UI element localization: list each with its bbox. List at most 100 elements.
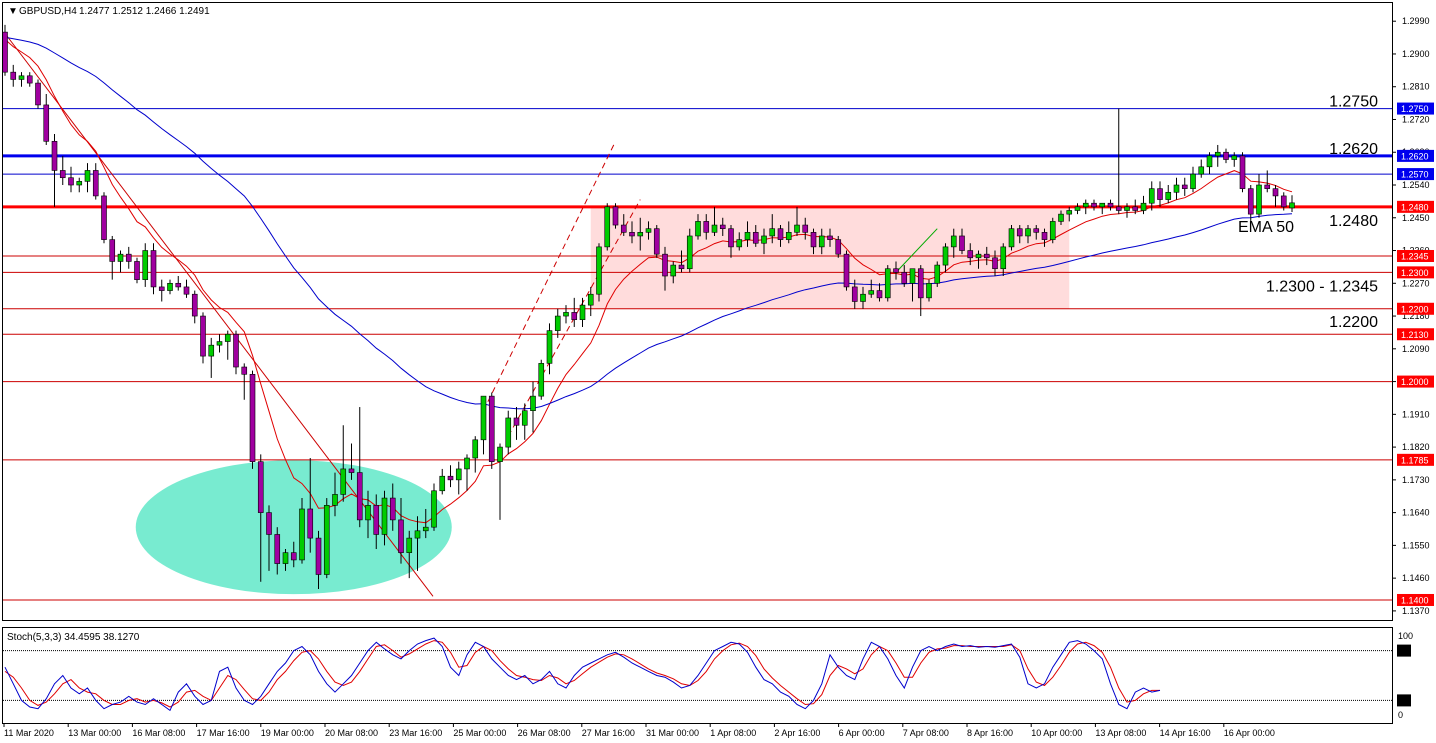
candle-body-112 [926, 282, 932, 299]
chart-ohlc: 1.2477 1.2512 1.2466 1.2491 [79, 6, 210, 17]
candle-body-101 [835, 239, 842, 255]
candle-body-125 [1033, 228, 1040, 233]
price-tag-bg-0 [1397, 102, 1434, 115]
candle-body-79 [653, 228, 660, 255]
candle-body-134 [1107, 202, 1114, 208]
candle-body-81 [670, 264, 677, 277]
candle-body-152 [1256, 184, 1262, 215]
candle-body-25 [208, 344, 215, 357]
price-tag-9: 1.1785 [1401, 455, 1429, 465]
candle-body-115 [950, 235, 957, 248]
time-tick-4: 19 Mar 00:00 [261, 728, 314, 738]
candle-body-19 [158, 286, 165, 291]
price-tag-bg-2 [1397, 168, 1434, 181]
ema-layer [4, 36, 1293, 524]
candle-body-29 [241, 366, 248, 375]
price-tick-17: 1.1460 [1402, 573, 1430, 583]
candle-body-57 [472, 439, 479, 459]
candle-body-31 [257, 461, 264, 513]
candle-body-32 [266, 512, 272, 535]
candle-body-5 [43, 104, 50, 142]
candle-body-150 [1239, 155, 1246, 189]
candle-body-9 [76, 181, 83, 186]
candle-body-78 [645, 228, 652, 233]
price-tags: 1.27501.26201.25701.24801.23451.23001.22… [1397, 102, 1434, 606]
candle-body-132 [1091, 202, 1097, 208]
stoch-title: Stoch(5,3,3) 34.4595 38.1270 [7, 632, 140, 643]
candle-body-113 [934, 264, 941, 284]
stoch-level-tag-bg-0 [1397, 644, 1411, 657]
candle-body-104 [860, 293, 866, 302]
price-tag-bg-7 [1397, 328, 1434, 341]
candle-body-74 [612, 206, 619, 226]
candle-body-66 [546, 330, 553, 364]
time-tick-5: 20 Mar 08:00 [325, 728, 378, 738]
candle-body-156 [1289, 202, 1295, 209]
time-tick-8: 26 Mar 08:00 [518, 728, 571, 738]
candle-body-146 [1206, 155, 1213, 168]
candle-body-6 [51, 141, 58, 171]
candle-body-10 [84, 170, 91, 182]
time-tick-15: 8 Apr 16:00 [967, 728, 1013, 738]
candle-body-61 [505, 417, 512, 448]
candle-body-52 [431, 490, 437, 528]
price-tag-7: 1.2130 [1401, 330, 1429, 340]
price-tag-bg-9 [1397, 453, 1434, 466]
candle-body-39 [323, 505, 330, 575]
candle-body-23 [191, 293, 198, 317]
time-axis: 11 Mar 2020 13 Mar 00:00 16 Mar 08:00 17 Ma… [3, 723, 1275, 738]
level-label-0: 1.2750 [1329, 94, 1378, 111]
candle-body-73 [604, 206, 611, 248]
candle-body-91 [752, 232, 759, 244]
candle-body-97 [802, 224, 809, 233]
candle-body-4 [35, 82, 41, 106]
ema-50-line [4, 36, 1293, 410]
candle-body-20 [167, 282, 173, 291]
price-tick-1: 1.2900 [1402, 49, 1430, 59]
candle-body-8 [68, 177, 74, 186]
price-tick-5: 1.2540 [1402, 180, 1430, 190]
candle-body-116 [959, 235, 965, 251]
candle-body-21 [175, 282, 182, 288]
time-tick-1: 13 Mar 00:00 [68, 728, 121, 738]
candle-body-129 [1066, 210, 1073, 215]
candle-body-62 [513, 417, 520, 426]
candle-body-111 [917, 268, 924, 299]
candle-body-76 [629, 232, 635, 237]
candle-body-34 [282, 552, 289, 564]
price-tag-bg-4 [1397, 249, 1434, 262]
candle-body-50 [414, 530, 421, 539]
candle-body-28 [233, 333, 239, 368]
candle-body-123 [1016, 228, 1023, 237]
stoch-tick-100: 100 [1398, 631, 1413, 641]
candle-body-69 [571, 312, 578, 320]
candles-layer [3, 24, 1295, 590]
candle-body-15 [125, 253, 132, 262]
candle-body-133 [1099, 202, 1106, 208]
candle-body-103 [851, 286, 858, 302]
level-labels-layer: 1.2750 1.2620 1.2480 1.2300 - 1.2345 1.2200 E… [1238, 94, 1378, 331]
candle-body-136 [1124, 206, 1130, 211]
candle-body-89 [736, 239, 743, 248]
level-lines-layer [3, 108, 1392, 601]
candle-body-56 [464, 457, 470, 470]
candle-body-16 [134, 261, 140, 280]
price-tick-15: 1.1640 [1402, 508, 1430, 518]
chart-title-arrow[interactable]: ▼ [8, 6, 18, 17]
price-tag-4: 1.2345 [1401, 251, 1429, 261]
time-tick-11: 1 Apr 08:00 [710, 728, 756, 738]
candle-body-137 [1132, 206, 1139, 211]
candle-body-58 [480, 395, 487, 441]
price-tick-9: 1.2180 [1402, 311, 1430, 321]
candle-body-135 [1115, 206, 1122, 211]
candle-body-44 [365, 505, 371, 521]
candle-body-85 [703, 221, 710, 233]
price-tag-8: 1.2000 [1401, 377, 1429, 387]
candle-body-141 [1165, 191, 1172, 200]
candle-body-22 [183, 286, 190, 295]
candle-body-87 [719, 224, 726, 229]
candle-body-77 [637, 232, 644, 237]
stoch-level-tag-bg-1 [1397, 694, 1411, 707]
candle-body-82 [678, 264, 685, 270]
